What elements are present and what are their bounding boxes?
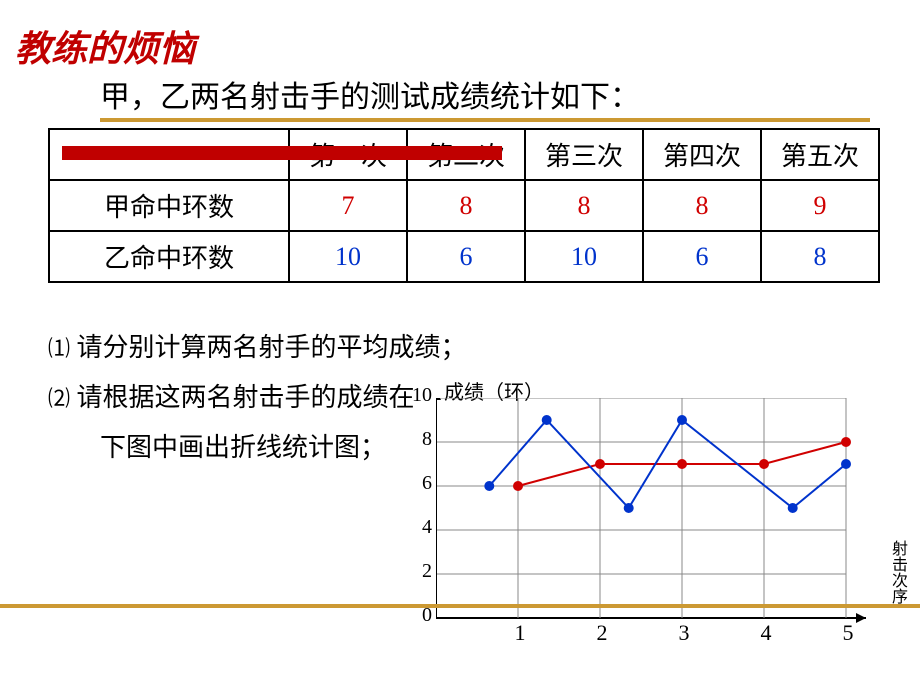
table-header-cell: 第三次 xyxy=(525,129,643,180)
table-cell: 9 xyxy=(761,180,879,231)
line-chart: 成绩（环） 射击次序 0 2 4 6 8 10 1 2 3 4 5 xyxy=(400,376,900,676)
table-header-cell: 第五次 xyxy=(761,129,879,180)
table-cell: 8 xyxy=(407,180,525,231)
table-row: 甲命中环数 7 8 8 8 9 xyxy=(49,180,879,231)
table-cell: 8 xyxy=(525,180,643,231)
y-tick: 8 xyxy=(404,428,432,451)
table-cell: 8 xyxy=(761,231,879,282)
table-row: 乙命中环数 10 6 10 6 8 xyxy=(49,231,879,282)
row-label: 甲命中环数 xyxy=(49,180,289,231)
table-cell: 7 xyxy=(289,180,407,231)
table-cell: 8 xyxy=(643,180,761,231)
y-tick: 10 xyxy=(404,384,432,407)
subtitle-text: 甲，乙两名射击手的测试成绩统计如下： xyxy=(100,72,870,116)
red-bar-decoration xyxy=(62,146,502,160)
row-label: 乙命中环数 xyxy=(49,231,289,282)
y-tick: 2 xyxy=(404,560,432,583)
table-cell: 6 xyxy=(407,231,525,282)
table-cell: 6 xyxy=(643,231,761,282)
y-tick: 4 xyxy=(404,516,432,539)
y-tick: 6 xyxy=(404,472,432,495)
q2-num: ⑵ xyxy=(48,386,70,411)
q1-num: ⑴ xyxy=(48,336,70,361)
page-title: 教练的烦恼 xyxy=(15,20,195,72)
table-header-cell: 第四次 xyxy=(643,129,761,180)
chart-svg xyxy=(436,398,896,638)
q2-text-b: 下图中画出折线统计图； xyxy=(100,433,386,462)
q2-text-a: 请根据这两名射击手的成绩在 xyxy=(77,383,415,412)
question-1: ⑴ 请分别计算两名射手的平均成绩； xyxy=(48,326,878,370)
subtitle-block: 甲，乙两名射击手的测试成绩统计如下： xyxy=(100,72,870,122)
accent-rule xyxy=(100,118,870,122)
table-cell: 10 xyxy=(525,231,643,282)
bottom-rule xyxy=(0,604,920,608)
table-cell: 10 xyxy=(289,231,407,282)
q1-text: 请分别计算两名射手的平均成绩； xyxy=(77,333,467,362)
